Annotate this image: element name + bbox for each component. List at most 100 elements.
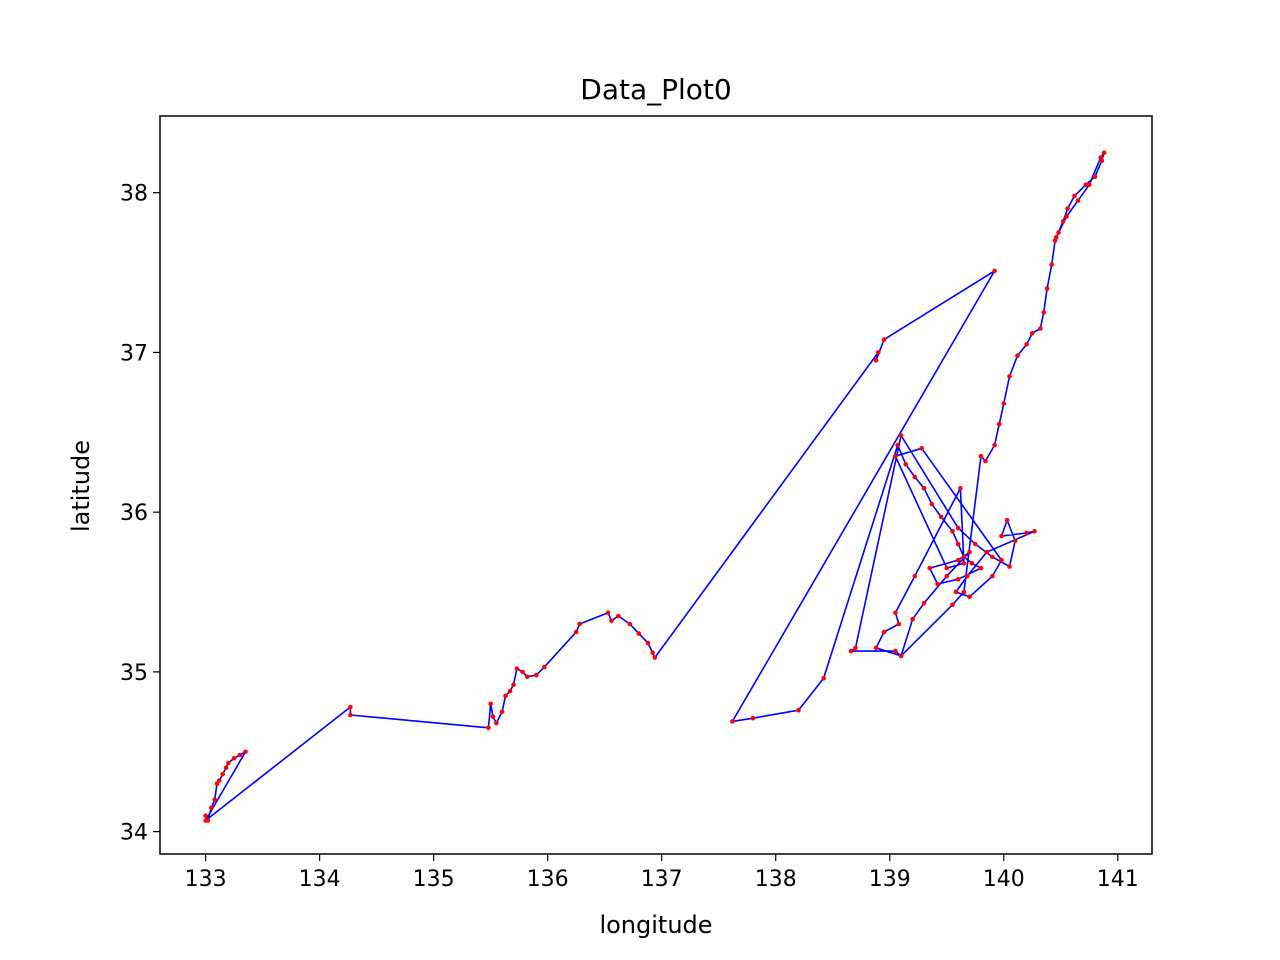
data-point bbox=[910, 616, 915, 622]
y-axis-label: latitude bbox=[67, 440, 95, 532]
data-point bbox=[650, 650, 655, 655]
data-point bbox=[973, 541, 978, 547]
data-point bbox=[912, 474, 918, 480]
data-point bbox=[652, 655, 658, 660]
data-point bbox=[231, 755, 237, 761]
data-point bbox=[955, 557, 961, 563]
data-point bbox=[1053, 235, 1059, 240]
data-point bbox=[605, 610, 611, 616]
y-tick-label: 37 bbox=[120, 341, 148, 366]
x-tick-label: 135 bbox=[413, 867, 455, 892]
data-point bbox=[893, 648, 898, 654]
x-tick-label: 134 bbox=[299, 867, 341, 892]
data-point bbox=[1044, 286, 1050, 291]
data-point bbox=[992, 268, 997, 274]
series-line bbox=[204, 151, 1105, 822]
y-tick-label: 36 bbox=[120, 501, 148, 526]
data-point bbox=[1098, 155, 1103, 160]
data-point bbox=[935, 581, 940, 587]
y-tick-label: 38 bbox=[120, 182, 148, 207]
data-point bbox=[243, 749, 248, 755]
data-point bbox=[1064, 214, 1069, 219]
x-axis-label: longitude bbox=[599, 911, 712, 939]
data-point bbox=[217, 778, 222, 783]
data-point bbox=[955, 576, 961, 582]
data-point bbox=[214, 781, 220, 786]
x-tick-label: 138 bbox=[755, 867, 797, 892]
data-point bbox=[961, 561, 967, 566]
data-point bbox=[494, 720, 499, 726]
data-point bbox=[912, 573, 918, 579]
data-point bbox=[488, 701, 494, 707]
data-point bbox=[961, 589, 967, 595]
data-point bbox=[577, 621, 582, 627]
data-point bbox=[348, 712, 353, 718]
data-point bbox=[1041, 310, 1046, 315]
data-point bbox=[873, 645, 879, 651]
data-point bbox=[898, 433, 904, 438]
data-point bbox=[750, 715, 756, 721]
x-tick-label: 141 bbox=[1097, 867, 1139, 892]
data-point bbox=[965, 573, 970, 579]
data-point bbox=[1049, 262, 1054, 267]
data-point bbox=[955, 525, 961, 531]
data-point bbox=[919, 446, 924, 451]
data-point bbox=[237, 752, 243, 758]
data-point bbox=[996, 422, 1002, 427]
data-point bbox=[573, 629, 579, 635]
data-point bbox=[507, 688, 513, 694]
data-point bbox=[978, 565, 984, 571]
data-point bbox=[490, 714, 496, 719]
x-tick-label: 136 bbox=[527, 867, 569, 892]
data-point bbox=[1012, 538, 1018, 544]
data-point bbox=[921, 485, 927, 491]
data-point bbox=[1024, 342, 1029, 347]
data-point bbox=[876, 350, 881, 355]
data-point bbox=[1075, 198, 1081, 203]
plot-frame bbox=[159, 115, 1153, 855]
data-point bbox=[893, 453, 898, 459]
data-point bbox=[627, 621, 633, 627]
data-point bbox=[524, 674, 530, 679]
data-point bbox=[898, 653, 904, 659]
data-point bbox=[511, 682, 516, 687]
data-point bbox=[999, 533, 1004, 539]
data-point bbox=[212, 797, 217, 802]
x-axis-ticks: 133 134 135 136 137 138 139 140 141 bbox=[185, 854, 1139, 892]
data-point bbox=[1065, 206, 1070, 211]
data-point bbox=[1038, 326, 1043, 331]
data-point bbox=[961, 554, 967, 560]
data-point bbox=[203, 818, 208, 823]
data-point bbox=[895, 442, 900, 448]
data-point bbox=[984, 549, 989, 555]
data-point bbox=[999, 557, 1004, 563]
x-tick-label: 139 bbox=[869, 867, 911, 892]
data-point bbox=[944, 573, 950, 579]
data-point bbox=[929, 501, 935, 507]
data-point bbox=[1007, 564, 1012, 569]
data-point bbox=[796, 707, 801, 713]
data-point bbox=[220, 771, 225, 777]
data-point bbox=[950, 529, 955, 534]
data-point bbox=[348, 704, 353, 710]
data-point bbox=[616, 613, 621, 619]
data-point bbox=[873, 358, 879, 363]
data-point bbox=[848, 648, 854, 654]
data-point bbox=[534, 672, 539, 678]
data-point bbox=[896, 621, 902, 627]
data-point bbox=[1060, 219, 1066, 224]
data-point bbox=[209, 805, 214, 810]
data-point bbox=[921, 600, 927, 606]
x-tick-label: 133 bbox=[185, 867, 227, 892]
data-point bbox=[955, 541, 961, 547]
data-point bbox=[514, 666, 520, 671]
data-point bbox=[223, 765, 229, 770]
data-point bbox=[853, 645, 858, 651]
data-point bbox=[983, 458, 988, 464]
data-point bbox=[1004, 517, 1010, 523]
data-point bbox=[903, 461, 908, 467]
data-point bbox=[503, 693, 508, 699]
data-point bbox=[1092, 174, 1098, 179]
data-point bbox=[1032, 529, 1037, 534]
series-layer bbox=[203, 150, 1107, 823]
